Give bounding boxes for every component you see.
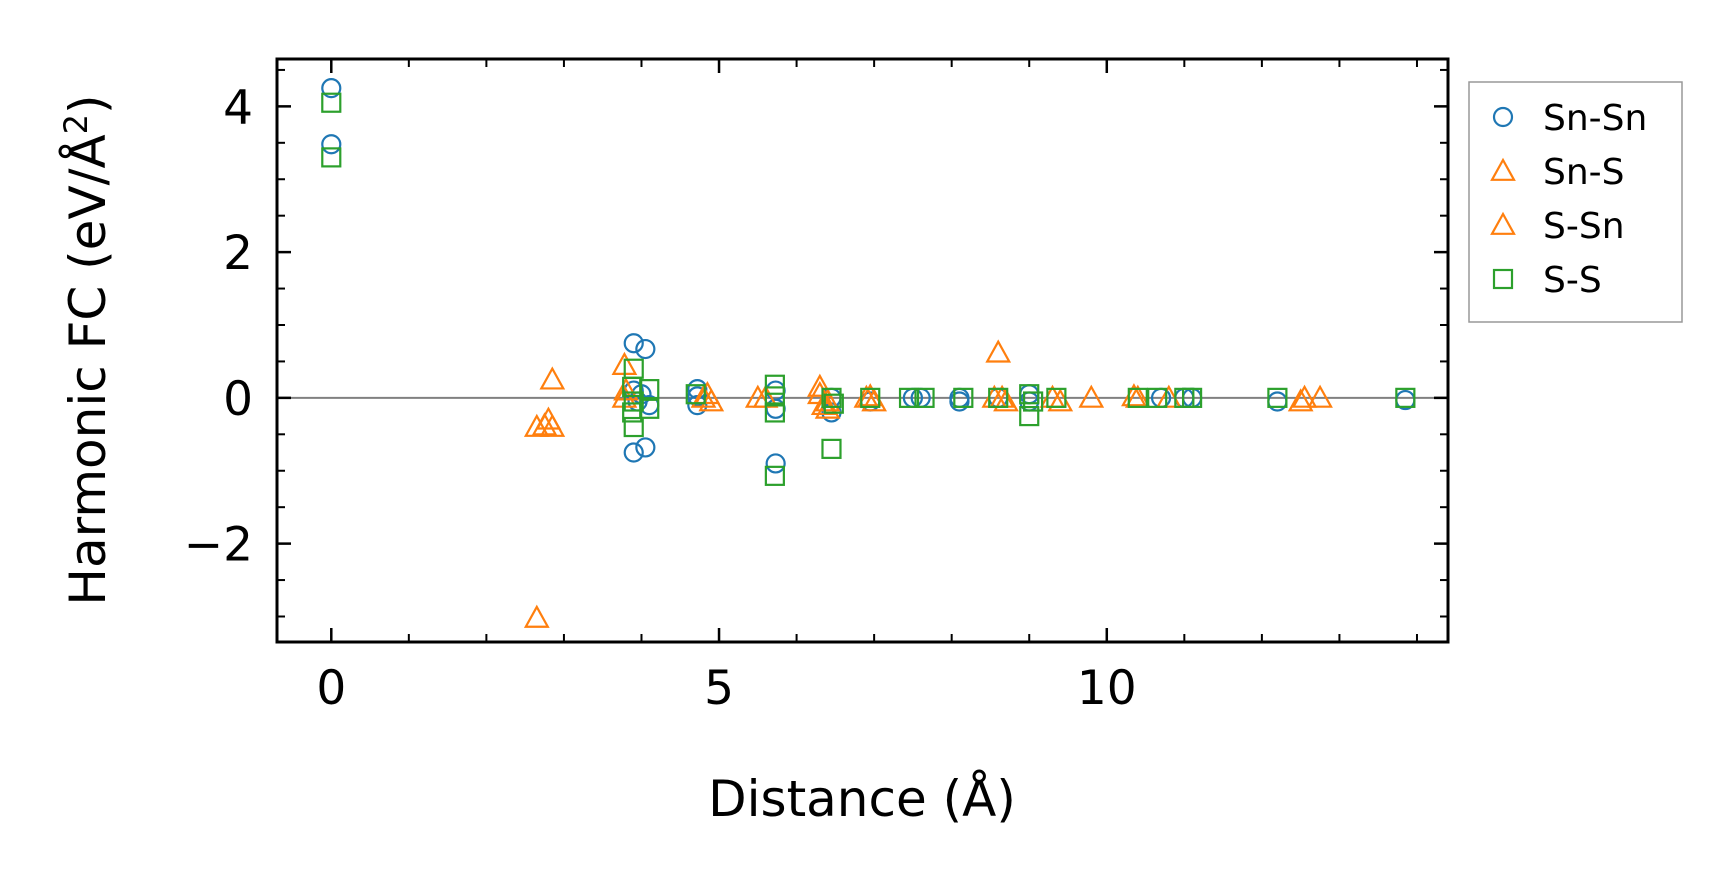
y-axis-label-close: ) xyxy=(59,94,117,114)
data-point-s-s xyxy=(764,386,785,407)
data-points-layer xyxy=(321,78,1416,628)
legend-label-sn-s: Sn-S xyxy=(1543,152,1625,193)
y-tick-label: −2 xyxy=(184,518,253,573)
data-point-sn-s xyxy=(993,388,1019,412)
data-point-s-sn xyxy=(694,380,721,405)
data-point-sn-s xyxy=(535,406,562,430)
data-point-s-s xyxy=(821,438,842,459)
data-point-s-s xyxy=(1127,387,1148,408)
legend-marker-sn-s xyxy=(1490,157,1516,181)
data-point-s-s xyxy=(821,387,842,408)
data-point-sn-s xyxy=(539,413,566,437)
data-point-s-s xyxy=(1023,391,1044,412)
data-point-s-s xyxy=(914,387,935,408)
data-point-sn-s xyxy=(523,413,550,437)
legend-marker-s-s xyxy=(1492,268,1514,290)
x-tick-label: 0 xyxy=(316,661,346,716)
data-point-s-s xyxy=(639,398,660,419)
y-axis-label-group: Harmonic FC (eV/Å2) xyxy=(57,94,117,605)
ticks-layer xyxy=(277,59,1448,642)
data-point-s-s xyxy=(321,147,342,168)
data-point-s-s xyxy=(1395,387,1416,408)
data-point-sn-sn xyxy=(765,453,786,474)
data-point-s-s xyxy=(860,387,881,408)
data-point-sn-sn xyxy=(623,442,644,463)
x-tick-label: 5 xyxy=(704,661,734,716)
data-point-s-s xyxy=(764,465,785,486)
data-point-s-s xyxy=(1181,387,1203,408)
data-point-s-s xyxy=(639,379,660,400)
y-tick-label: 4 xyxy=(223,80,253,135)
y-tick-label: 2 xyxy=(223,226,253,281)
data-point-s-s xyxy=(623,416,644,438)
data-point-sn-s xyxy=(1287,388,1314,412)
data-point-s-s xyxy=(1019,405,1040,427)
data-point-s-s xyxy=(1267,387,1288,408)
legend: Sn-Sn Sn-S S-Sn S-S xyxy=(1468,81,1683,323)
data-point-s-s xyxy=(1147,387,1168,408)
data-point-s-s xyxy=(764,402,785,423)
data-point-s-s xyxy=(623,391,644,412)
data-point-s-s xyxy=(953,387,974,408)
y-axis-label: Harmonic FC (eV/Å2) xyxy=(57,94,117,605)
data-point-s-sn xyxy=(613,377,639,401)
legend-label-s-s: S-S xyxy=(1543,260,1602,301)
data-point-sn-sn xyxy=(321,134,342,155)
data-point-sn-sn xyxy=(635,338,656,360)
data-point-sn-s xyxy=(539,366,566,390)
plot-frame xyxy=(275,57,1450,644)
data-point-s-s xyxy=(764,374,785,395)
data-point-s-s xyxy=(898,387,920,408)
data-point-s-sn xyxy=(531,412,558,436)
data-point-sn-sn xyxy=(635,437,656,458)
legend-frame xyxy=(1468,81,1683,323)
data-point-s-s xyxy=(1019,384,1040,405)
data-point-s-s xyxy=(823,393,844,414)
data-point-s-sn xyxy=(857,383,884,407)
data-point-sn-sn xyxy=(949,391,970,412)
series-s-s xyxy=(321,92,1416,486)
data-point-s-sn xyxy=(523,604,550,628)
y-axis-label-main: Harmonic FC (eV/Å xyxy=(59,134,117,605)
legend-label-s-sn: S-Sn xyxy=(1543,206,1625,247)
data-point-s-s xyxy=(321,92,342,113)
data-point-sn-s xyxy=(1307,384,1333,408)
data-point-s-sn xyxy=(1291,384,1318,408)
legend-marker-sn-sn xyxy=(1492,106,1514,128)
data-point-s-s xyxy=(685,384,706,405)
series-sn-sn xyxy=(321,78,1416,474)
data-point-s-sn xyxy=(985,339,1012,363)
x-axis-label: Distance (Å) xyxy=(708,770,1016,828)
data-point-sn-sn xyxy=(321,78,342,99)
tick-labels-layer: 0 5 10 −2 0 2 4 xyxy=(184,80,1137,716)
legend-label-sn-sn: Sn-Sn xyxy=(1543,98,1647,139)
data-point-sn-s xyxy=(806,373,833,397)
data-point-s-s xyxy=(1046,387,1067,408)
legend-marker-s-sn xyxy=(1490,211,1516,235)
data-point-sn-sn xyxy=(687,386,708,407)
data-point-sn-sn xyxy=(623,333,644,354)
y-tick-label: 0 xyxy=(223,372,253,427)
data-point-sn-s xyxy=(1078,384,1105,408)
x-tick-label: 10 xyxy=(1077,661,1137,716)
data-point-s-s xyxy=(988,387,1009,408)
series-s-sn xyxy=(523,339,1318,628)
y-axis-label-superscript: 2 xyxy=(57,114,95,134)
